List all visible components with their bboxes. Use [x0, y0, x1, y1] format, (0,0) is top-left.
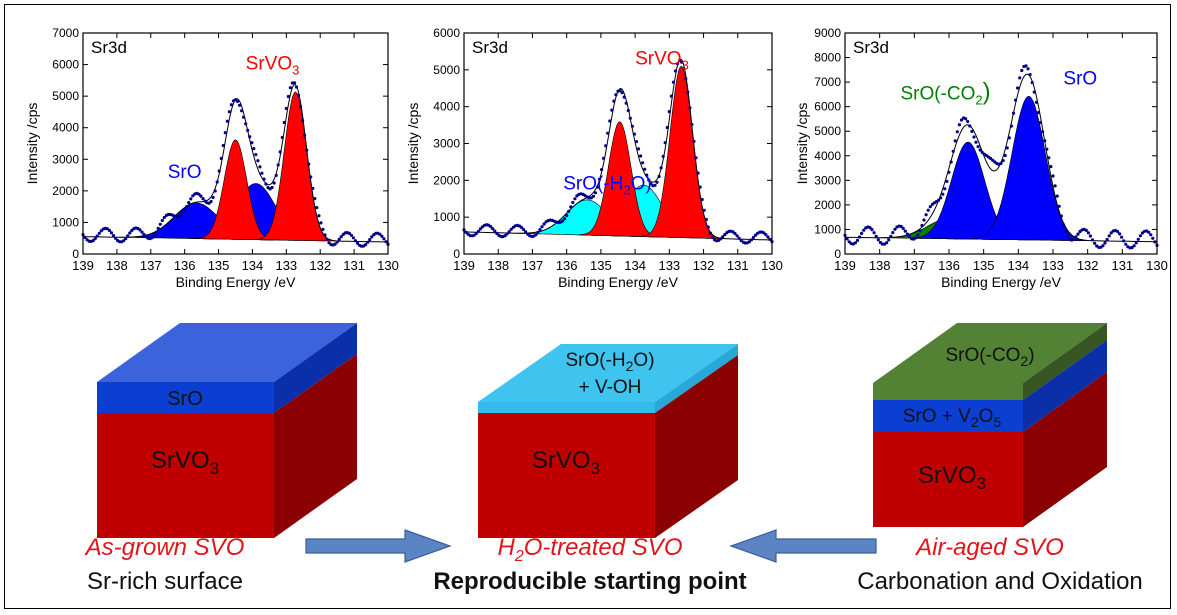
arrow-right [305, 529, 452, 563]
caption-right-sub: Carbonation and Oxidation [857, 568, 1143, 595]
block2-substrate-side [655, 355, 738, 538]
block2-top-face [478, 344, 738, 402]
block1-substrate-label: SrVO3 [151, 447, 219, 478]
caption-left-sub: Sr-rich surface [86, 568, 244, 595]
block2-substrate-label: SrVO3 [532, 447, 600, 478]
block3-co2-side [1023, 323, 1107, 400]
block2-film-side [655, 344, 738, 413]
block3-sro-label: SrO + V2O5 [903, 406, 1002, 430]
block-air-aged: SrO(-CO2) SrO + V2O5 SrVO3 [873, 323, 1107, 527]
caption-right-title: Air-aged SVO [916, 534, 1064, 561]
block1-sro-side [274, 323, 357, 413]
block3-top-face [873, 323, 1107, 383]
block2-substrate-front [478, 413, 655, 538]
block1-top-face [97, 323, 357, 382]
block-as-grown: SrO SrVO3 [97, 323, 357, 538]
caption-left-title: As-grown SVO [85, 534, 245, 561]
block3-sro-front [873, 400, 1023, 432]
block2-film-label-line1: SrO(-H2O) [565, 350, 654, 374]
figure-border [4, 4, 1171, 609]
block1-substrate-side [274, 354, 357, 538]
block3-sro-side [1023, 340, 1107, 432]
block3-substrate-side [1023, 372, 1107, 527]
block1-sro-label: SrO [167, 388, 203, 410]
block2-film-front [478, 402, 655, 413]
block3-co2-front [873, 383, 1023, 400]
caption-center-sub: Reproducible starting point [433, 568, 747, 595]
block3-co2-label: SrO(-CO2) [945, 345, 1034, 369]
block3-substrate-label: SrVO3 [918, 462, 986, 493]
block1-substrate-front [97, 413, 274, 538]
caption-center-title: H2O-treated SVO [497, 534, 683, 565]
arrow-left [729, 529, 877, 563]
block2-film-label-line2: + V-OH [579, 377, 642, 398]
block3-substrate-front [873, 432, 1023, 527]
block1-sro-front [97, 382, 274, 413]
block-h2o-treated: SrO(-H2O) + V-OH SrVO3 [478, 344, 738, 538]
